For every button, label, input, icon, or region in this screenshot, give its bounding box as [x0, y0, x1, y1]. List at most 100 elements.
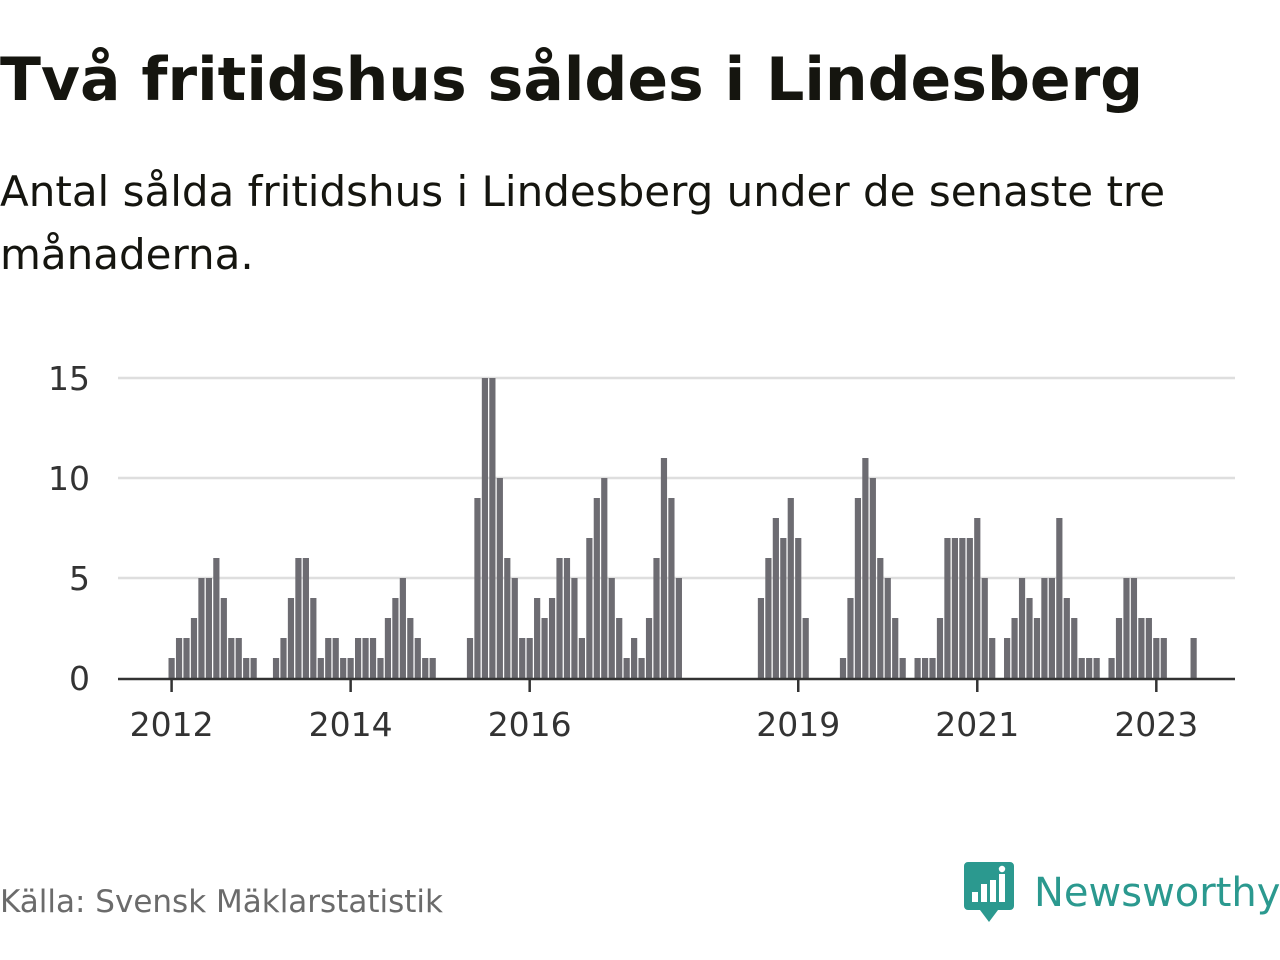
bar: [198, 578, 205, 678]
bar: [638, 658, 645, 678]
bar: [310, 598, 317, 678]
bar: [474, 498, 481, 678]
bar: [1078, 658, 1085, 678]
chart-subtitle: Antal sålda fritidshus i Lindesberg unde…: [0, 167, 1166, 279]
bar: [429, 658, 436, 678]
bar: [228, 638, 235, 678]
bar: [1086, 658, 1093, 678]
bar: [205, 578, 212, 678]
bar: [675, 578, 682, 678]
bar: [854, 498, 862, 678]
bar: [765, 558, 772, 678]
source-note: Källa: Svensk Mäklarstatistik: [0, 884, 443, 920]
bar: [645, 618, 653, 678]
bar: [384, 618, 392, 678]
bar: [1056, 518, 1063, 678]
bar: [392, 598, 399, 678]
bar: [190, 618, 198, 678]
bar: [780, 538, 787, 678]
bar: [407, 618, 414, 678]
bar: [966, 538, 973, 678]
bar: [959, 538, 966, 678]
x-tick-label: 2021: [935, 705, 1019, 744]
bar: [519, 638, 526, 678]
bar: [317, 658, 324, 678]
bar: [399, 578, 406, 678]
x-tick-label: 2016: [488, 705, 572, 744]
y-axis-ticks: 0 5 10 15: [48, 359, 90, 698]
bar: [541, 618, 548, 678]
bar: [877, 558, 884, 678]
y-tick-label: 0: [69, 659, 90, 698]
brand-logo: Newsworthy: [964, 862, 1280, 924]
bar: [1138, 618, 1145, 678]
bar: [936, 618, 944, 678]
bar: [1130, 578, 1138, 678]
y-tick-label: 10: [48, 459, 90, 498]
bar: [862, 458, 869, 678]
bar: [1153, 638, 1160, 678]
bar: [660, 458, 668, 678]
bar: [243, 658, 250, 678]
bar: [578, 638, 585, 678]
bar: [369, 638, 377, 678]
bar: [631, 638, 638, 678]
bar: [250, 658, 257, 678]
bar: [951, 538, 958, 678]
chart-title: Två fritidshus såldes i Lindesberg: [0, 45, 1144, 115]
bar: [608, 578, 615, 678]
bar: [511, 578, 518, 678]
bar: [466, 638, 474, 678]
bar: [235, 638, 242, 678]
bar: [1123, 578, 1130, 678]
bar: [944, 538, 951, 678]
bar: [563, 558, 571, 678]
bar: [362, 638, 369, 678]
y-tick-label: 15: [48, 359, 90, 398]
bar: [422, 658, 429, 678]
bar: [653, 558, 660, 678]
bar: [601, 478, 608, 678]
bar: [1011, 618, 1018, 678]
bars: [168, 378, 1197, 678]
bar: [787, 498, 794, 678]
bar: [548, 598, 556, 678]
bar: [489, 378, 496, 678]
bar: [899, 658, 906, 678]
bar: [571, 578, 578, 678]
bar: [534, 598, 541, 678]
bar: [1071, 618, 1078, 678]
bar: [802, 618, 809, 678]
bar: [213, 558, 220, 678]
bar: [623, 658, 630, 678]
newsworthy-logo-icon: [964, 862, 1014, 922]
bar: [496, 478, 503, 678]
bar: [295, 558, 302, 678]
bar: [892, 618, 899, 678]
bar: [272, 658, 280, 678]
bar: [757, 598, 765, 678]
bar: [287, 598, 295, 678]
bar: [302, 558, 309, 678]
bar: [921, 658, 929, 678]
bar: [220, 598, 227, 678]
bar: [504, 558, 511, 678]
bar: [772, 518, 779, 678]
bar: [526, 638, 533, 678]
y-tick-label: 5: [69, 559, 90, 598]
bar: [884, 578, 891, 678]
bar: [869, 478, 876, 678]
bar: [586, 538, 593, 678]
bar: [1093, 658, 1100, 678]
bar: [1004, 638, 1011, 678]
bar: [1033, 618, 1041, 678]
bar: [839, 658, 847, 678]
bar: [974, 518, 981, 678]
bar: [1063, 598, 1070, 678]
x-tick-label: 2023: [1114, 705, 1198, 744]
bar: [1108, 658, 1115, 678]
bar: [1048, 578, 1055, 678]
bar: [1190, 638, 1197, 678]
bar: [481, 378, 489, 678]
bar: [981, 578, 988, 678]
